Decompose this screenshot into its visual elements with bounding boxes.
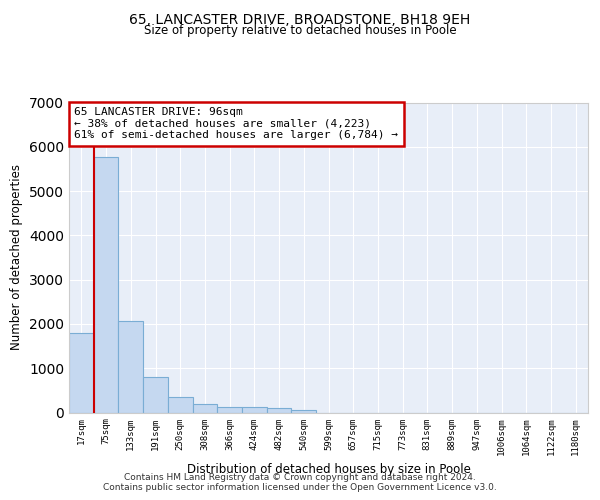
Text: 65 LANCASTER DRIVE: 96sqm
← 38% of detached houses are smaller (4,223)
61% of se: 65 LANCASTER DRIVE: 96sqm ← 38% of detac…	[74, 107, 398, 140]
Bar	[118, 322, 143, 412]
Bar	[267, 408, 292, 412]
X-axis label: Distribution of detached houses by size in Poole: Distribution of detached houses by size …	[187, 464, 470, 476]
Bar	[69, 333, 94, 412]
Bar	[168, 397, 193, 412]
Text: 65, LANCASTER DRIVE, BROADSTONE, BH18 9EH: 65, LANCASTER DRIVE, BROADSTONE, BH18 9E…	[130, 12, 470, 26]
Text: Size of property relative to detached houses in Poole: Size of property relative to detached ho…	[143, 24, 457, 37]
Text: Contains HM Land Registry data © Crown copyright and database right 2024.: Contains HM Land Registry data © Crown c…	[124, 472, 476, 482]
Bar	[143, 377, 168, 412]
Y-axis label: Number of detached properties: Number of detached properties	[10, 164, 23, 350]
Bar	[242, 408, 267, 412]
Bar	[217, 407, 242, 412]
Text: Contains public sector information licensed under the Open Government Licence v3: Contains public sector information licen…	[103, 484, 497, 492]
Bar	[94, 156, 118, 412]
Bar	[193, 404, 217, 412]
Bar	[292, 410, 316, 412]
